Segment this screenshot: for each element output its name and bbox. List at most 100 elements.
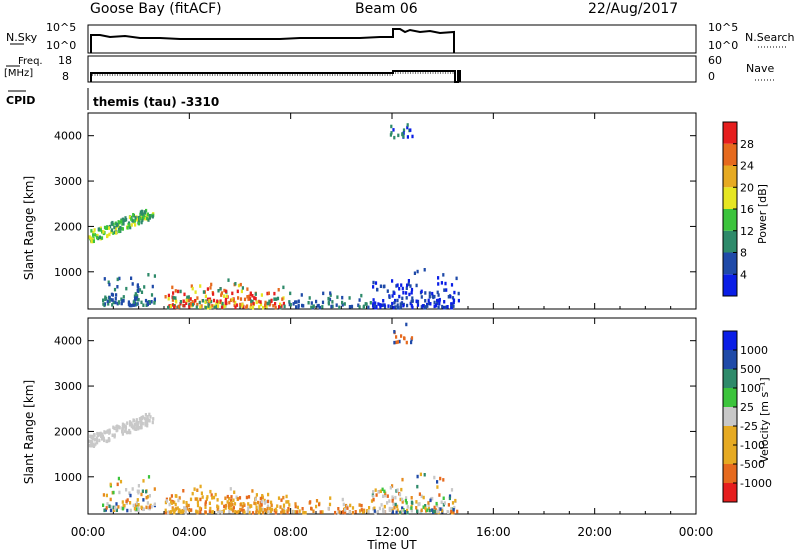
scatter-cell: [173, 500, 176, 505]
scatter-cell: [428, 291, 431, 295]
scatter-cell: [222, 509, 225, 513]
scatter-cell: [230, 507, 233, 511]
scatter-cell: [336, 295, 339, 299]
scatter-cell: [101, 432, 104, 436]
scatter-cell: [453, 290, 456, 295]
scatter-cell: [253, 296, 256, 300]
scatter-cell: [209, 506, 212, 511]
colorbar-swatch: [723, 274, 737, 296]
colorbar-tick-label: 4: [740, 268, 747, 281]
scatter-cell: [402, 303, 405, 308]
scatter-cell: [440, 281, 443, 285]
scatter-cell: [393, 340, 396, 345]
scatter-cell: [98, 235, 101, 239]
scatter-cell: [146, 501, 149, 505]
scatter-cell: [247, 495, 251, 499]
scatter-cell: [102, 493, 105, 497]
scatter-cell: [125, 430, 128, 435]
scatter-cell: [184, 507, 187, 511]
scatter-cell: [147, 273, 150, 277]
scatter-cell: [121, 222, 124, 226]
scatter-cell: [234, 305, 237, 310]
scatter-cell: [236, 497, 240, 501]
scatter-cell: [234, 510, 237, 514]
scatter-cell: [99, 228, 102, 232]
scatter-cell: [246, 295, 249, 299]
scatter-cell: [210, 282, 213, 287]
scatter-cell: [167, 297, 170, 301]
ytick-label: 1000: [54, 471, 82, 484]
scatter-cell: [209, 489, 212, 494]
scatter-cell: [114, 505, 117, 510]
scatter-cell: [424, 504, 427, 508]
scatter-cell: [378, 506, 381, 511]
noise-right-tick-high: 10^5: [708, 21, 738, 34]
scatter-cell: [309, 500, 312, 504]
scatter-cell: [137, 503, 140, 507]
scatter-cell: [367, 509, 370, 514]
scatter-cell: [204, 500, 207, 504]
scatter-cell: [231, 509, 234, 513]
scatter-cell: [132, 503, 135, 508]
scatter-cell: [348, 305, 351, 309]
scatter-cell: [281, 509, 284, 513]
scatter-cell: [384, 493, 387, 498]
scatter-cell: [377, 490, 380, 494]
scatter-cell: [125, 218, 128, 222]
scatter-cell: [321, 300, 325, 305]
scatter-cell: [248, 510, 251, 515]
scatter-cell: [143, 210, 146, 214]
xtick-label: 16:00: [476, 525, 511, 539]
scatter-cell: [151, 215, 154, 219]
scatter-cell: [117, 220, 120, 224]
nsky-label: N.Sky: [6, 31, 38, 44]
colorbar-swatch: [723, 187, 737, 209]
scatter-cell: [182, 299, 185, 303]
scatter-cell: [437, 509, 440, 513]
scatter-cell: [142, 479, 145, 483]
scatter-cell: [223, 504, 226, 509]
scatter-cell: [105, 439, 108, 443]
scatter-cell: [224, 298, 227, 303]
scatter-cell: [171, 285, 174, 290]
scatter-cell: [106, 429, 109, 433]
scatter-cell: [199, 284, 202, 288]
scatter-cell: [221, 301, 224, 306]
scatter-cell: [220, 293, 223, 297]
scatter-cell: [100, 236, 104, 240]
scatter-cell: [446, 305, 449, 309]
ytick-label: 3000: [54, 175, 82, 188]
scatter-cell: [328, 502, 332, 507]
scatter-cell: [140, 492, 143, 497]
scatter-cell: [455, 276, 458, 281]
scatter-cell: [396, 283, 399, 287]
scatter-cell: [134, 223, 137, 227]
scatter-cell: [108, 428, 111, 432]
scatter-cell: [137, 426, 140, 430]
scatter-cell: [400, 334, 403, 338]
scatter-cell: [393, 291, 396, 295]
scatter-cell: [282, 503, 286, 507]
scatter-cell: [282, 285, 285, 290]
colorbar-tick-label: 28: [740, 138, 754, 151]
scatter-cell: [211, 510, 214, 514]
scatter-cell: [220, 510, 224, 515]
scatter-cell: [294, 300, 297, 304]
scatter-cell: [130, 217, 133, 221]
scatter-cell: [201, 495, 204, 499]
scatter-cell: [189, 497, 193, 502]
scatter-cell: [107, 280, 110, 284]
scatter-cell: [433, 300, 436, 305]
scatter-cell: [396, 340, 399, 344]
scatter-cell: [184, 511, 187, 515]
scatter-cell: [92, 233, 95, 237]
scatter-cell: [398, 339, 401, 344]
scatter-cell: [394, 298, 397, 303]
scatter-cell: [135, 425, 138, 429]
scatter-cell: [111, 293, 115, 297]
scatter-cell: [372, 494, 375, 499]
scatter-cell: [264, 303, 267, 308]
scatter-cell: [105, 506, 108, 510]
scatter-cell: [350, 304, 354, 309]
scatter-cell: [98, 438, 101, 443]
